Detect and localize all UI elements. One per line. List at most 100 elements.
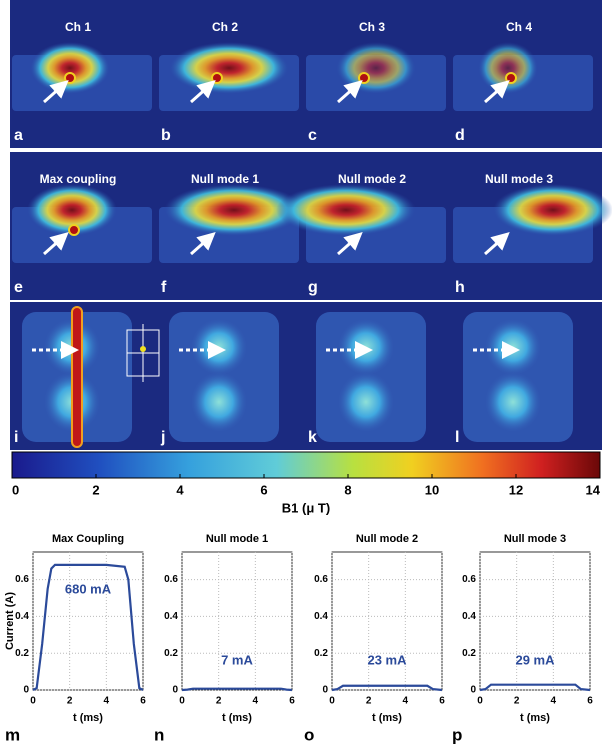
x-axis-label: t (ms) xyxy=(222,712,252,724)
arrow xyxy=(337,232,363,256)
y-tick-label: 0 xyxy=(322,685,328,696)
arrow xyxy=(43,80,69,104)
y-tick-label: 0 xyxy=(470,685,476,696)
panel-letter: k xyxy=(308,429,317,446)
colorbar-tick-label: 14 xyxy=(586,482,601,497)
x-tick-label: 2 xyxy=(67,696,73,707)
panel-letter: b xyxy=(161,127,171,144)
field-lobe xyxy=(338,372,394,432)
panel-letter: l xyxy=(455,429,459,446)
field-hotspot xyxy=(336,42,416,94)
panel-title: Ch 4 xyxy=(506,20,532,34)
x-tick-label: 6 xyxy=(289,696,295,707)
field-hotspot xyxy=(169,42,289,94)
image-panel: Null mode 3 h xyxy=(453,172,612,296)
panel-letter: a xyxy=(14,127,23,144)
colorbar-label: B1 (μ T) xyxy=(282,500,330,515)
panel-title: Ch 3 xyxy=(359,20,385,34)
y-axis-label: Current (A) xyxy=(4,592,16,650)
panel-letter: c xyxy=(308,127,317,144)
plot-area xyxy=(331,551,443,691)
arrow xyxy=(484,232,510,256)
x-tick-label: 0 xyxy=(477,696,483,707)
image-panel: j xyxy=(160,312,279,446)
panel-letter: m xyxy=(5,725,20,744)
arrow xyxy=(484,80,510,104)
y-tick-label: 0.4 xyxy=(164,611,178,622)
y-tick-label: 0 xyxy=(23,685,29,696)
x-tick-label: 0 xyxy=(30,696,36,707)
field-peak xyxy=(68,224,80,236)
x-tick-label: 4 xyxy=(253,696,259,707)
x-tick-label: 0 xyxy=(329,696,335,707)
image-panel: Ch 1 a xyxy=(12,20,152,144)
panel-letter: e xyxy=(14,279,23,296)
plot-area xyxy=(181,551,293,691)
panel-letter: d xyxy=(455,127,465,144)
arrow xyxy=(337,80,363,104)
x-axis-label: t (ms) xyxy=(372,712,402,724)
y-tick-label: 0 xyxy=(172,685,178,696)
colorbar-tick-label: 2 xyxy=(92,482,99,497)
y-tick-label: 0.6 xyxy=(314,574,328,585)
field-hotspot xyxy=(478,42,538,94)
y-tick-label: 0.2 xyxy=(462,648,476,659)
image-panel: k xyxy=(308,312,426,446)
field-hotspot xyxy=(493,184,612,236)
field-lobe xyxy=(338,319,394,375)
annotation: 23 mA xyxy=(367,652,407,667)
panel-letter: g xyxy=(308,279,318,296)
y-tick-label: 0.2 xyxy=(164,648,178,659)
image-panel: Ch 4 d xyxy=(453,20,593,144)
y-tick-label: 0.2 xyxy=(314,648,328,659)
field-hotspot xyxy=(27,184,117,236)
panel-letter: f xyxy=(161,279,167,296)
x-tick-label: 2 xyxy=(366,696,372,707)
colorbar-tick-label: 10 xyxy=(425,482,439,497)
image-panel: i xyxy=(14,306,160,448)
panel-title: Null mode 3 xyxy=(485,172,553,186)
x-axis-label: t (ms) xyxy=(73,712,103,724)
colorbar xyxy=(11,451,601,479)
field-lobe xyxy=(485,319,541,375)
field-hotspot xyxy=(164,184,304,236)
x-tick-label: 2 xyxy=(514,696,520,707)
chart-title: Null mode 3 xyxy=(504,533,566,545)
y-tick-label: 0.4 xyxy=(462,611,476,622)
image-panel: Ch 2 b xyxy=(159,20,299,144)
x-tick-label: 6 xyxy=(439,696,445,707)
data-line xyxy=(479,683,591,692)
chart-title: Null mode 1 xyxy=(206,533,268,545)
x-tick-label: 6 xyxy=(587,696,593,707)
coil-icon xyxy=(126,324,160,382)
data-line xyxy=(331,684,443,692)
panel-letter: p xyxy=(452,725,462,744)
image-panel: Null mode 1 f xyxy=(159,172,304,296)
x-tick-label: 4 xyxy=(104,696,110,707)
annotation: 29 mA xyxy=(515,652,555,667)
panel-letter: i xyxy=(14,429,18,446)
colorbar-tick-label: 8 xyxy=(344,482,351,497)
panel-letter: j xyxy=(160,429,165,446)
image-panel: Ch 3 c xyxy=(306,20,446,144)
y-tick-label: 0.2 xyxy=(15,648,29,659)
image-panel: Max coupling e xyxy=(12,172,152,296)
charts: 0 0.2 0.4 0.6 0 2 4 6 Max Coupling 680 mA t (ms) Cu… xyxy=(4,533,593,745)
annotation: 7 mA xyxy=(221,652,253,667)
panel-title: Null mode 2 xyxy=(338,172,406,186)
data-line xyxy=(181,687,293,692)
y-tick-label: 0.4 xyxy=(314,611,328,622)
data-line xyxy=(32,563,144,691)
panel-letter: n xyxy=(154,725,164,744)
arrow xyxy=(43,232,69,256)
field-peak xyxy=(358,72,370,84)
y-tick-label: 0.6 xyxy=(164,574,178,585)
panel-title: Ch 1 xyxy=(65,20,91,34)
field-lobe xyxy=(191,372,247,432)
x-tick-label: 4 xyxy=(403,696,409,707)
y-tick-label: 0.6 xyxy=(462,574,476,585)
field-peak xyxy=(505,72,517,84)
x-tick-label: 4 xyxy=(551,696,557,707)
colorbar-tick-label: 4 xyxy=(176,482,184,497)
